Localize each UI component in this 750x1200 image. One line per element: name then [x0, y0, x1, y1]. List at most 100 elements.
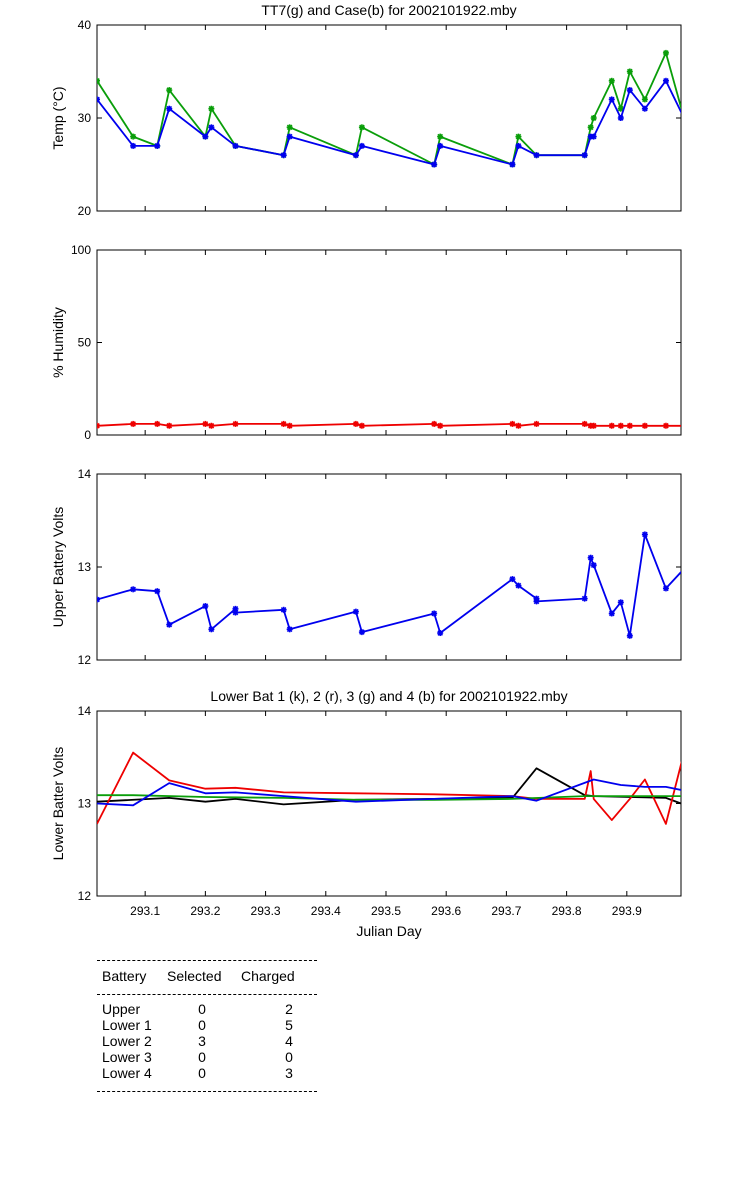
- y-axis-label: Upper Battery Volts: [50, 507, 66, 628]
- data-point: [617, 599, 624, 606]
- data-point: [533, 598, 540, 605]
- data-point: [286, 124, 293, 131]
- data-point: [533, 420, 540, 427]
- series-humidity: [97, 420, 687, 429]
- data-point: [608, 610, 615, 617]
- data-point: [626, 422, 633, 429]
- y-tick-label: 40: [78, 18, 92, 32]
- data-point: [286, 626, 293, 633]
- data-point: [202, 133, 209, 140]
- data-point: [626, 632, 633, 639]
- y-tick-label: 12: [78, 653, 92, 667]
- row-battery: Lower 3: [102, 1049, 152, 1065]
- data-point: [97, 96, 100, 103]
- x-tick-label: 293.2: [190, 904, 220, 918]
- data-point: [509, 161, 516, 168]
- data-point: [626, 87, 633, 94]
- x-tick-label: 293.3: [251, 904, 281, 918]
- table-header-row: Battery Selected Charged: [97, 968, 317, 984]
- series-line: [97, 794, 681, 801]
- data-point: [681, 423, 687, 429]
- table-row: Lower 1 0 5: [97, 1017, 317, 1033]
- data-point: [130, 586, 137, 593]
- data-point: [608, 77, 615, 84]
- data-point: [232, 609, 239, 616]
- table-rule-bottom: [97, 1091, 317, 1092]
- data-point: [130, 420, 137, 427]
- data-point: [166, 422, 173, 429]
- data-point: [431, 420, 438, 427]
- data-point: [662, 422, 669, 429]
- table-row: Lower 3 0 0: [97, 1049, 317, 1065]
- battery-table: Battery Selected Charged Upper 0 2 Lower…: [97, 960, 317, 1092]
- data-point: [681, 115, 687, 121]
- y-tick-label: 30: [78, 111, 92, 125]
- data-point: [358, 422, 365, 429]
- data-point: [358, 629, 365, 636]
- row-selected: 0: [198, 1001, 206, 1017]
- data-point: [590, 422, 597, 429]
- data-point: [626, 68, 633, 75]
- data-point: [681, 115, 687, 121]
- data-point: [202, 603, 209, 610]
- chart-panel-1: 20 30 40 TT7(g) and Case(b) for 2002101922.…: [50, 2, 687, 218]
- data-point: [590, 562, 597, 569]
- data-point: [208, 105, 215, 112]
- header-battery: Battery: [102, 968, 147, 984]
- data-point: [358, 142, 365, 149]
- data-point: [590, 133, 597, 140]
- data-point: [437, 133, 444, 140]
- data-point: [97, 77, 100, 84]
- y-tick-label: 12: [78, 889, 92, 903]
- data-point: [431, 610, 438, 617]
- series-line: [97, 778, 681, 807]
- row-charged: 3: [285, 1065, 293, 1081]
- data-point: [232, 142, 239, 149]
- data-point: [358, 124, 365, 131]
- y-axis-label: % Humidity: [50, 307, 66, 378]
- y-tick-label: 13: [78, 797, 92, 811]
- data-point: [280, 152, 287, 159]
- data-point: [166, 87, 173, 94]
- y-axis-label: Lower Batter Volts: [50, 747, 66, 861]
- header-selected: Selected: [167, 968, 222, 984]
- data-point: [617, 105, 624, 112]
- chart-panel-4: 12 13 14 293.1 293.2 293.3 293.4 293.5 293.6 293.…: [50, 688, 682, 939]
- row-selected: 0: [198, 1017, 206, 1033]
- x-axis-label: Julian Day: [356, 923, 421, 939]
- data-point: [437, 142, 444, 149]
- x-tick-label: 293.4: [311, 904, 341, 918]
- series-tt7: [97, 49, 687, 168]
- data-point: [641, 105, 648, 112]
- data-point: [202, 420, 209, 427]
- data-point: [437, 422, 444, 429]
- data-point: [232, 420, 239, 427]
- x-tick-label: 293.1: [130, 904, 160, 918]
- data-point: [641, 531, 648, 538]
- x-tick-label: 293.5: [371, 904, 401, 918]
- data-point: [154, 420, 161, 427]
- series-lower-3: [97, 794, 681, 801]
- row-battery: Lower 4: [102, 1065, 152, 1081]
- data-point: [515, 582, 522, 589]
- data-point: [617, 422, 624, 429]
- row-selected: 3: [198, 1033, 206, 1049]
- row-charged: 4: [285, 1033, 293, 1049]
- x-tick-label: 293.6: [431, 904, 461, 918]
- x-tick-label: 293.8: [552, 904, 582, 918]
- row-battery: Lower 2: [102, 1033, 152, 1049]
- table-row: Upper 0 2: [97, 1001, 317, 1017]
- data-point: [280, 606, 287, 613]
- data-point: [590, 115, 597, 121]
- table-row: Lower 2 3 4: [97, 1033, 317, 1049]
- row-selected: 0: [198, 1065, 206, 1081]
- data-point: [681, 566, 687, 572]
- data-point: [166, 621, 173, 628]
- series-upper: [97, 531, 687, 639]
- data-point: [662, 585, 669, 592]
- chart-title: TT7(g) and Case(b) for 2002101922.mby: [261, 2, 516, 18]
- data-point: [154, 588, 161, 595]
- chart-title: Lower Bat 1 (k), 2 (r), 3 (g) and 4 (b) …: [210, 688, 567, 704]
- y-tick-label: 50: [78, 336, 92, 350]
